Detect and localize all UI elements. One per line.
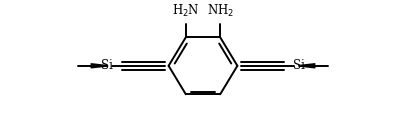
Text: H$_2$N: H$_2$N	[171, 3, 199, 19]
Text: Si: Si	[293, 59, 305, 72]
Text: Si: Si	[100, 59, 112, 72]
Text: NH$_2$: NH$_2$	[206, 3, 233, 19]
